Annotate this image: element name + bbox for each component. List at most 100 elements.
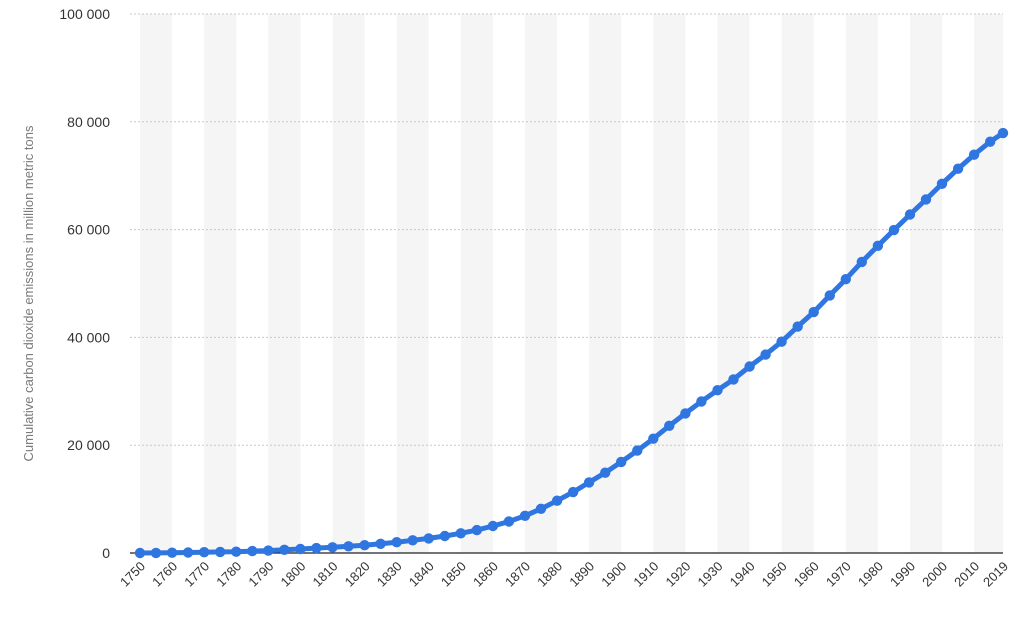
data-point[interactable] — [968, 149, 980, 160]
data-point[interactable] — [760, 349, 771, 360]
x-axis-tick-labels: 1750 1760 1770 1780 1790 1800 1810 1820 1830 1840… — [117, 559, 1011, 590]
background-band — [845, 14, 878, 553]
data-point[interactable] — [359, 540, 370, 551]
y-tick-label: 60 000 — [67, 222, 110, 238]
background-band — [909, 14, 943, 553]
x-tick-label: 1910 — [630, 559, 661, 590]
data-point[interactable] — [182, 547, 194, 558]
x-tick-label: 1870 — [502, 559, 533, 590]
background-band — [524, 14, 558, 553]
data-point[interactable] — [199, 547, 210, 558]
x-tick-label: 1990 — [887, 559, 918, 590]
x-tick-label: 1850 — [438, 559, 469, 590]
x-tick-label: 1750 — [117, 559, 148, 590]
data-point[interactable] — [455, 528, 466, 539]
x-tick-label: 1930 — [695, 559, 726, 590]
data-point[interactable] — [920, 194, 932, 205]
data-point[interactable] — [744, 361, 755, 372]
data-point[interactable] — [648, 433, 659, 444]
y-tick-label: 20 000 — [67, 437, 110, 453]
data-point[interactable] — [503, 516, 515, 527]
x-tick-label: 1830 — [374, 559, 405, 590]
data-point[interactable] — [150, 547, 162, 559]
x-tick-label: 1790 — [245, 559, 276, 590]
data-point[interactable] — [856, 256, 867, 268]
data-point[interactable] — [166, 547, 178, 558]
data-point[interactable] — [792, 321, 803, 332]
data-point[interactable] — [279, 544, 290, 555]
data-point[interactable] — [712, 385, 723, 396]
x-tick-label: 1800 — [277, 559, 308, 590]
data-point[interactable] — [295, 543, 306, 555]
data-point[interactable] — [583, 477, 595, 488]
y-tick-label: 80 000 — [67, 114, 110, 130]
data-point[interactable] — [680, 408, 691, 419]
data-point[interactable] — [936, 178, 948, 189]
data-point[interactable] — [535, 503, 547, 514]
background-band — [396, 14, 429, 553]
background-band — [268, 14, 301, 553]
x-tick-label: 1920 — [662, 559, 693, 590]
x-tick-label: 1970 — [823, 559, 854, 590]
data-point[interactable] — [343, 541, 354, 552]
data-point[interactable] — [776, 336, 787, 347]
data-point[interactable] — [888, 224, 900, 236]
background-band — [460, 14, 493, 553]
x-tick-label: 2010 — [951, 559, 982, 590]
data-point[interactable] — [407, 535, 418, 546]
background-band — [332, 14, 365, 553]
x-tick-label: 1770 — [181, 559, 212, 590]
x-tick-label: 1780 — [213, 559, 244, 590]
data-point[interactable] — [551, 495, 563, 506]
data-point[interactable] — [952, 163, 964, 174]
x-tick-label: 1840 — [406, 559, 437, 590]
y-tick-label: 100 000 — [59, 6, 110, 22]
data-point[interactable] — [904, 209, 916, 220]
background-band — [717, 14, 750, 553]
y-tick-label: 40 000 — [67, 329, 110, 345]
data-point[interactable] — [423, 533, 434, 544]
data-point[interactable] — [215, 546, 226, 558]
x-tick-label: 2000 — [919, 559, 950, 590]
data-point[interactable] — [696, 396, 707, 407]
data-point[interactable] — [134, 547, 146, 559]
background-band — [974, 14, 1003, 553]
data-point[interactable] — [808, 306, 819, 318]
background-band — [204, 14, 237, 553]
data-point[interactable] — [632, 445, 643, 456]
data-point[interactable] — [567, 486, 579, 498]
y-tick-label: 0 — [102, 545, 110, 561]
alternating-column-bands — [140, 14, 1003, 553]
x-tick-label: 2019 — [980, 559, 1011, 590]
data-point[interactable] — [375, 538, 386, 549]
data-point[interactable] — [664, 420, 675, 431]
data-point[interactable] — [247, 545, 258, 557]
data-point[interactable] — [600, 467, 611, 478]
data-point[interactable] — [471, 524, 483, 536]
data-point[interactable] — [487, 520, 499, 532]
data-point[interactable] — [840, 274, 851, 285]
data-point[interactable] — [311, 542, 322, 554]
data-point[interactable] — [231, 546, 242, 557]
data-point[interactable] — [263, 545, 274, 556]
x-tick-label: 1860 — [470, 559, 501, 590]
data-point[interactable] — [728, 374, 739, 385]
data-point[interactable] — [519, 510, 531, 521]
data-point[interactable] — [616, 456, 627, 468]
background-band — [653, 14, 686, 553]
background-band — [140, 14, 173, 553]
data-point[interactable] — [327, 542, 338, 553]
series-points — [134, 127, 1009, 559]
x-tick-label: 1950 — [759, 559, 790, 590]
x-tick-label: 1820 — [342, 559, 373, 590]
data-point[interactable] — [985, 136, 996, 147]
data-point[interactable] — [391, 537, 402, 548]
data-point[interactable] — [824, 290, 835, 301]
data-point[interactable] — [997, 127, 1009, 139]
y-axis-label: Cumulative carbon dioxide emissions in m… — [21, 125, 36, 461]
data-point[interactable] — [872, 240, 884, 251]
x-tick-label: 1890 — [566, 559, 597, 590]
y-axis-tick-labels: 0 20 000 40 000 60 000 80 000 100 000 — [59, 6, 110, 561]
data-point[interactable] — [439, 530, 450, 542]
